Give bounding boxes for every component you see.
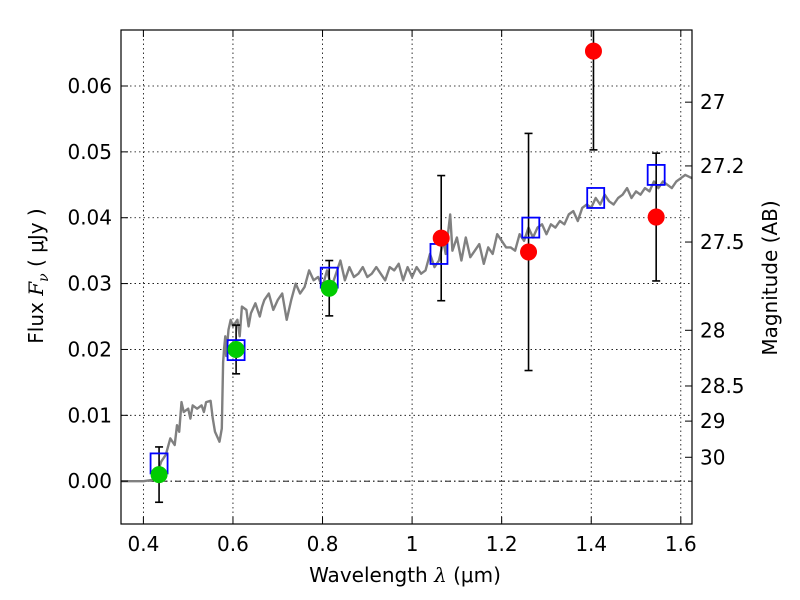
right-tick-label: 29 (700, 409, 725, 433)
x-axis-label-prefix: Wavelength (309, 563, 434, 587)
model-square-point (646, 164, 666, 186)
axis-ticks: 0.4 0.6 0.8 1 1.2 1.4 1.6 0.00 0.01 0.02 0.03 0.04 0… (67, 30, 745, 556)
x-tick-label: 1.2 (486, 532, 518, 556)
right-tick-label: 27 (700, 90, 725, 114)
y-axis-label-symbol: F (24, 281, 48, 297)
y-tick-label: 0.02 (67, 337, 112, 361)
observed-flux-point (520, 243, 538, 261)
observed-flux-point (432, 229, 450, 247)
y-tick-label: 0.00 (67, 469, 112, 493)
right-tick-label: 27.2 (700, 154, 745, 178)
x-tick-label: 0.8 (307, 532, 339, 556)
x-tick-label: 0.4 (127, 532, 159, 556)
y-axis-label: Flux Fν ( μJy ) (24, 208, 52, 343)
observed-flux-point (584, 42, 602, 60)
y-tick-label: 0.04 (67, 206, 112, 230)
right-tick-label: 28 (700, 318, 725, 342)
observed-flux-point (320, 279, 338, 297)
y-tick-label: 0.06 (67, 74, 112, 98)
right-tick-label: 30 (700, 445, 725, 469)
x-axis-label-unit: (μm) (447, 563, 501, 587)
model-square-point (521, 216, 541, 239)
grid (121, 30, 692, 524)
y-tick-label: 0.05 (67, 140, 112, 164)
x-axis-label: Wavelength λ (μm) (309, 563, 501, 587)
x-axis-label-symbol: λ (433, 563, 447, 587)
x-tick-label: 1.6 (665, 532, 697, 556)
plot-area (121, 30, 692, 504)
observed-flux-point (227, 340, 245, 358)
y-axis-label-prefix: Flux (24, 296, 48, 344)
model-square-point (226, 339, 246, 362)
right-tick-label: 28.5 (700, 374, 745, 398)
right-tick-label: 27.5 (700, 230, 745, 254)
observed-flux-point (150, 466, 168, 484)
y-tick-label: 0.01 (67, 403, 112, 427)
y-axis-label-unit: ( μJy ) (24, 208, 48, 273)
sed-model-line (121, 173, 692, 483)
model-square-point (586, 187, 606, 209)
x-tick-label: 1.4 (575, 532, 607, 556)
x-tick-label: 1 (406, 532, 419, 556)
plot-frame (120, 29, 693, 525)
observed-flux-point (647, 208, 665, 226)
y-axis-label-subscript: ν (36, 273, 52, 282)
right-axis-label: Magnitude (AB) (758, 200, 782, 355)
y-tick-label: 0.03 (67, 272, 112, 296)
x-tick-label: 0.6 (217, 532, 249, 556)
